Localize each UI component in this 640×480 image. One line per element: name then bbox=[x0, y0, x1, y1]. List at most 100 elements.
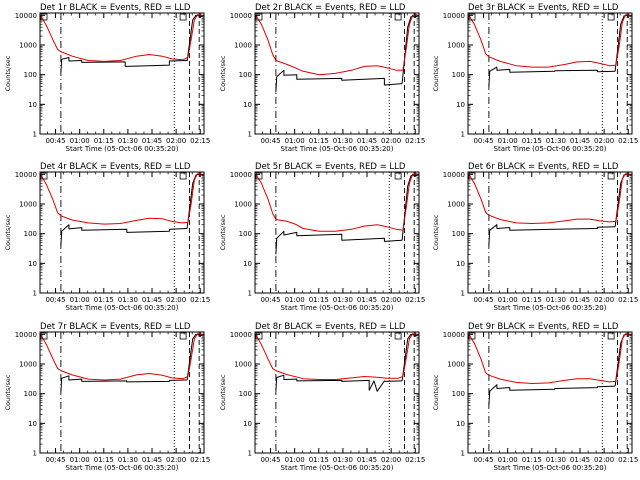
data-layer bbox=[468, 13, 631, 87]
x-tick-label: 02:00 bbox=[594, 137, 614, 145]
data-layer bbox=[468, 332, 631, 406]
y-tick-label: 10 bbox=[456, 260, 465, 268]
y-tick-label: 1000 bbox=[234, 201, 252, 209]
x-tick-label: 00:45 bbox=[260, 456, 280, 464]
panel-det-7: Det 7r BLACK = Events, RED = LLD 1 10 100 10… bbox=[4, 322, 210, 472]
x-axis-label: Start Time (05-Oct-06 00:35:20) bbox=[281, 464, 394, 472]
corner-box-left bbox=[40, 172, 48, 180]
lld-series-line bbox=[255, 13, 418, 76]
x-tick-label: 01:00 bbox=[498, 137, 518, 145]
y-tick-label: 100 bbox=[452, 390, 465, 398]
corner-box-right bbox=[179, 172, 187, 180]
x-tick-label: 02:15 bbox=[618, 296, 638, 304]
data-layer bbox=[40, 172, 203, 246]
y-tick-label: 10000 bbox=[443, 12, 465, 20]
y-tick-label: 100 bbox=[452, 71, 465, 79]
lld-series-line bbox=[255, 332, 418, 380]
y-tick-label: 100 bbox=[239, 390, 252, 398]
corner-box-left bbox=[468, 332, 476, 340]
data-layer bbox=[40, 13, 203, 73]
y-tick-label: 1 bbox=[461, 131, 465, 139]
x-tick-label: 01:00 bbox=[285, 137, 305, 145]
y-tick-label: 100 bbox=[24, 71, 37, 79]
y-tick-label: 10000 bbox=[230, 331, 252, 339]
x-tick-label: 01:30 bbox=[118, 137, 138, 145]
x-tick-label: 01:30 bbox=[118, 456, 138, 464]
plot-frame bbox=[39, 331, 205, 454]
x-tick-label: 02:00 bbox=[381, 456, 401, 464]
plot-frame bbox=[467, 171, 633, 294]
events-series-line bbox=[275, 230, 403, 255]
y-tick-label: 1000 bbox=[447, 361, 465, 369]
y-tick-label: 10 bbox=[28, 260, 37, 268]
events-series-line bbox=[186, 333, 203, 381]
corner-box-left bbox=[255, 332, 263, 340]
x-tick-label: 01:45 bbox=[570, 456, 590, 464]
lld-series-line bbox=[40, 13, 203, 62]
x-tick-label: 02:00 bbox=[381, 296, 401, 304]
corner-box-left bbox=[255, 172, 263, 180]
panel-title: Det 1r BLACK = Events, RED = LLD bbox=[40, 3, 191, 13]
x-axis-label: Start Time (05-Oct-06 00:35:20) bbox=[494, 145, 607, 153]
y-axis-label: Counts/sec bbox=[432, 55, 440, 91]
x-tick-label: 01:30 bbox=[333, 296, 353, 304]
x-tick-label: 02:00 bbox=[166, 296, 186, 304]
x-tick-label: 01:45 bbox=[357, 137, 377, 145]
x-tick-label: 01:00 bbox=[70, 137, 90, 145]
x-axis-label: Start Time (05-Oct-06 00:35:20) bbox=[281, 145, 394, 153]
data-layer bbox=[255, 13, 418, 93]
plot-frame bbox=[254, 331, 420, 454]
x-tick-label: 01:45 bbox=[142, 456, 162, 464]
y-tick-label: 1 bbox=[461, 450, 465, 458]
y-tick-label: 10 bbox=[28, 420, 37, 428]
y-tick-label: 10000 bbox=[15, 171, 37, 179]
x-tick-label: 01:30 bbox=[546, 137, 566, 145]
x-tick-label: 02:15 bbox=[405, 456, 425, 464]
lld-series-line bbox=[40, 172, 203, 225]
x-tick-label: 01:15 bbox=[309, 456, 329, 464]
x-tick-label: 01:00 bbox=[70, 296, 90, 304]
x-tick-label: 01:15 bbox=[522, 296, 542, 304]
x-tick-label: 01:30 bbox=[118, 296, 138, 304]
x-axis-label: Start Time (05-Oct-06 00:35:20) bbox=[66, 304, 179, 312]
x-axis-label: Start Time (05-Oct-06 00:35:20) bbox=[66, 464, 179, 472]
corner-box-right bbox=[607, 172, 615, 180]
corner-box-right bbox=[607, 332, 615, 340]
y-tick-label: 1 bbox=[461, 290, 465, 298]
x-tick-label: 01:30 bbox=[333, 137, 353, 145]
x-tick-label: 00:45 bbox=[473, 296, 493, 304]
x-tick-label: 01:00 bbox=[285, 456, 305, 464]
plot-frame bbox=[39, 171, 205, 294]
y-tick-label: 1000 bbox=[234, 42, 252, 50]
panel-det-8: Det 8r BLACK = Events, RED = LLD 1 10 100 10… bbox=[219, 322, 425, 472]
x-axis-label: Start Time (05-Oct-06 00:35:20) bbox=[281, 304, 394, 312]
x-tick-label: 00:45 bbox=[45, 137, 65, 145]
x-tick-label: 02:15 bbox=[405, 296, 425, 304]
x-tick-label: 02:15 bbox=[190, 137, 210, 145]
events-series-line bbox=[488, 224, 616, 246]
data-layer bbox=[40, 332, 203, 392]
x-axis-label: Start Time (05-Oct-06 00:35:20) bbox=[494, 464, 607, 472]
corner-box-right bbox=[179, 13, 187, 21]
x-tick-label: 01:15 bbox=[309, 137, 329, 145]
corner-box-left bbox=[40, 13, 48, 21]
x-tick-label: 01:45 bbox=[570, 137, 590, 145]
lld-series-line bbox=[40, 332, 203, 381]
panel-title: Det 4r BLACK = Events, RED = LLD bbox=[40, 162, 191, 172]
panel-det-6: Det 6r BLACK = Events, RED = LLD 1 10 100 10… bbox=[432, 162, 638, 312]
x-tick-label: 02:15 bbox=[618, 456, 638, 464]
x-tick-label: 01:45 bbox=[142, 296, 162, 304]
y-tick-label: 10000 bbox=[15, 12, 37, 20]
x-tick-label: 01:15 bbox=[94, 137, 114, 145]
y-axis-label: Counts/sec bbox=[4, 55, 12, 91]
panel-det-1: Det 1r BLACK = Events, RED = LLD 1 10 100 10… bbox=[4, 3, 210, 153]
y-tick-label: 1000 bbox=[447, 42, 465, 50]
x-tick-label: 01:00 bbox=[285, 296, 305, 304]
x-tick-label: 01:15 bbox=[94, 296, 114, 304]
panel-det-2: Det 2r BLACK = Events, RED = LLD 1 10 100 10… bbox=[219, 3, 425, 153]
corner-box-right bbox=[394, 13, 402, 21]
y-tick-label: 1000 bbox=[447, 201, 465, 209]
lld-series-line bbox=[468, 332, 631, 384]
panel-title: Det 9r BLACK = Events, RED = LLD bbox=[468, 322, 619, 332]
